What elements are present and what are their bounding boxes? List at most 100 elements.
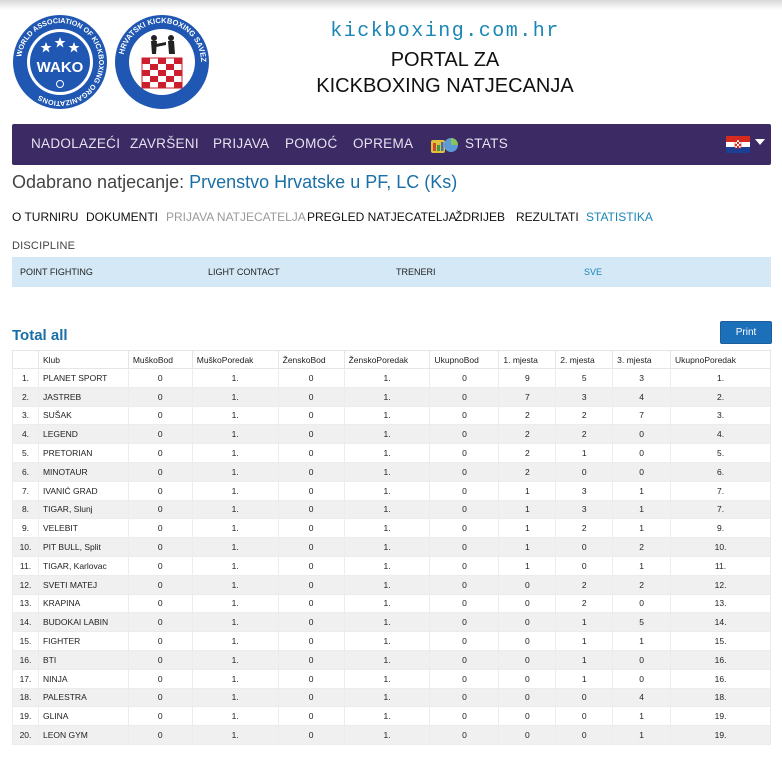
table-cell: 18. <box>12 687 39 708</box>
hks-logo[interactable]: HRVATSKI KICKBOXING SAVEZ <box>114 14 210 110</box>
table-cell: 12. <box>670 574 771 595</box>
table-cell: 5. <box>12 443 39 463</box>
table-cell: 0 <box>127 706 193 727</box>
croatian-flag-icon[interactable] <box>726 136 750 153</box>
table-cell: 0 <box>277 518 345 539</box>
stats-icon[interactable] <box>430 135 460 155</box>
column-header: UkupnoBod <box>429 350 500 369</box>
table-cell: 0 <box>429 668 500 689</box>
table-cell: 1 <box>612 555 672 576</box>
table-cell: 1. <box>191 424 279 445</box>
table-row: 8. TIGAR, Slunj 0 1. 0 1. 0 1 3 1 7. <box>12 499 771 520</box>
table-row: 17. NINJA 0 1. 0 1. 0 0 1 0 16. <box>12 668 771 689</box>
table-cell: 0 <box>429 405 500 426</box>
table-cell: 1. <box>12 368 39 388</box>
table-cell: 0 <box>498 649 557 670</box>
table-cell: 1. <box>191 687 279 708</box>
table-cell: 0 <box>277 555 345 576</box>
table-cell: 16. <box>670 649 771 670</box>
club-name-cell: TIGAR, Karlovac <box>37 555 129 576</box>
discipline-sve[interactable]: SVE <box>584 267 603 277</box>
tab-statistika[interactable]: STATISTIKA <box>586 210 653 224</box>
table-row: 18. PALESTRA 0 1. 0 1. 0 0 0 4 18. <box>12 687 771 708</box>
table-cell: 2 <box>555 593 614 614</box>
table-cell: 11. <box>670 555 771 576</box>
club-name-cell: SUŠAK <box>37 405 129 426</box>
table-row: 20. LEON GYM 0 1. 0 1. 0 0 0 1 19. <box>12 725 771 745</box>
discipline-treneri[interactable]: TRENERI <box>396 267 436 277</box>
column-header: Klub <box>37 350 129 369</box>
table-cell: 1 <box>612 518 672 539</box>
wako-logo[interactable]: WORLD ASSOCIATION OF KICKBOXING ORGANIZA… <box>12 14 108 110</box>
print-button[interactable]: Print <box>720 321 772 344</box>
table-cell: 1 <box>612 480 672 501</box>
table-cell: 5. <box>670 443 771 463</box>
table-cell: 2 <box>498 443 557 463</box>
nav-item-stats[interactable]: STATS <box>465 136 509 151</box>
table-cell: 1. <box>343 706 431 727</box>
table-cell: 1. <box>191 480 279 501</box>
tab-dokumenti[interactable]: DOKUMENTI <box>86 210 158 224</box>
table-cell: 11. <box>12 555 39 576</box>
nav-item-nadolazeci[interactable]: NADOLAZEĆI <box>31 136 121 151</box>
table-cell: 0 <box>277 649 345 670</box>
table-cell: 1. <box>343 574 431 595</box>
tab-o-turniru[interactable]: O TURNIRU <box>12 210 79 224</box>
table-cell: 0 <box>277 461 345 482</box>
selected-competition-name[interactable]: Prvenstvo Hrvatske u PF, LC (Ks) <box>189 172 458 192</box>
tab-rezultati[interactable]: REZULTATI <box>516 210 579 224</box>
table-cell: 1. <box>191 649 279 670</box>
table-cell: 0 <box>555 555 614 576</box>
table-cell: 3. <box>12 405 39 426</box>
table-cell: 0 <box>612 593 672 614</box>
table-cell: 0 <box>127 612 193 633</box>
table-cell: 1. <box>343 537 431 557</box>
table-cell: 2 <box>555 405 614 426</box>
table-row: 14. BUDOKAI LABIN 0 1. 0 1. 0 0 1 5 14. <box>12 612 771 633</box>
table-body: 1. PLANET SPORT 0 1. 0 1. 0 9 5 3 1. 2. JASTREB 0 1. 0 1… <box>12 368 771 745</box>
tab-zdrijeb[interactable]: ŽDRIJEB <box>455 210 506 224</box>
discipline-point-fighting[interactable]: POINT FIGHTING <box>20 267 93 277</box>
language-dropdown-chevron-icon[interactable] <box>755 139 765 145</box>
site-url[interactable]: kickboxing.com.hr <box>330 20 560 43</box>
table-cell: 1 <box>612 725 672 745</box>
table-cell: 19. <box>670 706 771 727</box>
table-cell: 0 <box>555 461 614 482</box>
table-cell: 2 <box>555 424 614 445</box>
table-cell: 1. <box>343 405 431 426</box>
table-cell: 0 <box>429 480 500 501</box>
table-cell: 10. <box>12 537 39 557</box>
table-cell: 1. <box>343 443 431 463</box>
table-cell: 0 <box>127 405 193 426</box>
table-row: 12. SVETI MATEJ 0 1. 0 1. 0 0 2 2 12. <box>12 574 771 595</box>
nav-item-prijava[interactable]: PRIJAVA <box>213 136 270 151</box>
table-cell: 7. <box>670 499 771 520</box>
table-cell: 0 <box>127 518 193 539</box>
table-cell: 9. <box>12 518 39 539</box>
table-cell: 1. <box>191 593 279 614</box>
table-cell: 0 <box>127 537 193 557</box>
total-all-title: Total all <box>12 327 68 344</box>
tab-pregled-natjecatelja[interactable]: PREGLED NATJECATELJA <box>307 210 457 224</box>
tab-prijava-natjecatelja[interactable]: PRIJAVA NATJECATELJA <box>166 210 306 224</box>
table-cell: 19. <box>12 706 39 727</box>
table-cell: 1 <box>555 443 614 463</box>
table-cell: 3 <box>555 386 614 407</box>
club-name-cell: SVETI MATEJ <box>37 574 129 595</box>
nav-item-zavrseni[interactable]: ZAVRŠENI <box>130 136 199 151</box>
club-name-cell: LEON GYM <box>37 725 129 745</box>
table-cell: 0 <box>429 555 500 576</box>
nav-item-oprema[interactable]: OPREMA <box>353 136 414 151</box>
table-cell: 7 <box>498 386 557 407</box>
table-cell: 2 <box>498 461 557 482</box>
table-cell: 19. <box>670 725 771 745</box>
table-cell: 9. <box>670 518 771 539</box>
table-cell: 16. <box>670 668 771 689</box>
nav-item-pomoc[interactable]: POMOĆ <box>285 136 338 151</box>
table-cell: 0 <box>127 649 193 670</box>
table-cell: 1 <box>498 499 557 520</box>
table-cell: 10. <box>670 537 771 557</box>
table-cell: 0 <box>127 687 193 708</box>
table-cell: 1 <box>498 537 557 557</box>
discipline-light-contact[interactable]: LIGHT CONTACT <box>208 267 280 277</box>
